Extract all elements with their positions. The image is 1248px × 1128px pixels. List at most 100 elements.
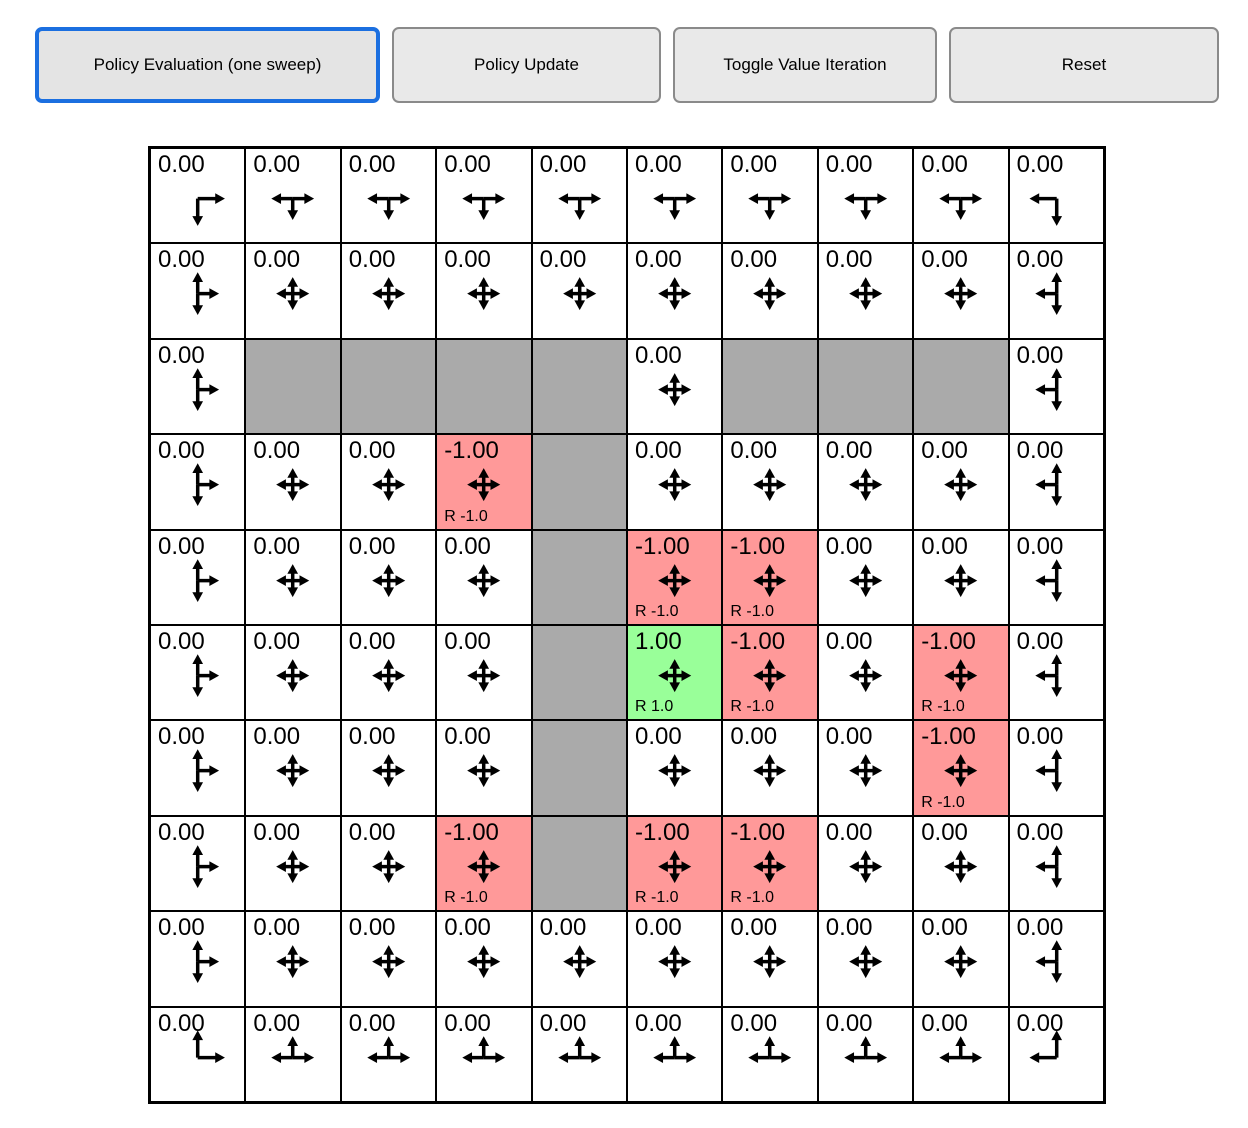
grid-cell-r7c0[interactable]: 0.00: [150, 815, 246, 912]
grid-cell-r0c7[interactable]: 0.00: [817, 148, 914, 244]
grid-cell-r0c4[interactable]: 0.00: [531, 148, 627, 244]
grid-cell-r0c0[interactable]: 0.00: [150, 148, 246, 244]
grid-cell-r7c2[interactable]: 0.00: [340, 815, 437, 912]
grid-cell-r4c5[interactable]: -1.00 R -1.0: [627, 529, 723, 625]
policy-evaluation-button[interactable]: Policy Evaluation (one sweep): [35, 27, 380, 103]
grid-cell-r4c7[interactable]: 0.00: [817, 529, 914, 625]
grid-cell-r1c3[interactable]: 0.00: [436, 243, 532, 339]
grid-cell-r1c8[interactable]: 0.00: [913, 243, 1009, 339]
grid-cell-r0c2[interactable]: 0.00: [340, 148, 437, 244]
grid-cell-r4c3[interactable]: 0.00: [436, 529, 532, 625]
grid-cell-r5c5[interactable]: 1.00 R 1.0: [627, 625, 723, 721]
toggle-value-iteration-button[interactable]: Toggle Value Iteration: [673, 27, 937, 103]
grid-cell-r7c9[interactable]: 0.00: [1008, 815, 1104, 912]
grid-cell-r0c9[interactable]: 0.00: [1008, 148, 1104, 244]
wall-cell-r2c3[interactable]: [436, 338, 532, 435]
grid-cell-r6c5[interactable]: 0.00: [627, 720, 723, 816]
reset-button[interactable]: Reset: [949, 27, 1219, 103]
grid-cell-r3c2[interactable]: 0.00: [340, 434, 437, 530]
grid-cell-r1c2[interactable]: 0.00: [340, 243, 437, 339]
grid-cell-r7c3[interactable]: -1.00 R -1.0: [436, 815, 532, 912]
wall-cell-r6c4[interactable]: [531, 720, 627, 816]
grid-cell-r5c6[interactable]: -1.00 R -1.0: [722, 625, 818, 721]
grid-cell-r1c6[interactable]: 0.00: [722, 243, 818, 339]
grid-cell-r3c6[interactable]: 0.00: [722, 434, 818, 530]
grid-cell-r2c5[interactable]: 0.00: [627, 338, 723, 435]
wall-cell-r2c4[interactable]: [531, 338, 627, 435]
grid-cell-r8c4[interactable]: 0.00: [531, 911, 627, 1007]
grid-cell-r6c8[interactable]: -1.00 R -1.0: [913, 720, 1009, 816]
grid-cell-r4c1[interactable]: 0.00: [245, 529, 341, 625]
grid-cell-r1c9[interactable]: 0.00: [1008, 243, 1104, 339]
grid-cell-r8c2[interactable]: 0.00: [340, 911, 437, 1007]
grid-cell-r4c0[interactable]: 0.00: [150, 529, 246, 625]
grid-cell-r8c1[interactable]: 0.00: [245, 911, 341, 1007]
grid-cell-r9c3[interactable]: 0.00: [436, 1006, 532, 1102]
grid-cell-r9c2[interactable]: 0.00: [340, 1006, 437, 1102]
grid-cell-r4c8[interactable]: 0.00: [913, 529, 1009, 625]
grid-cell-r8c0[interactable]: 0.00: [150, 911, 246, 1007]
grid-cell-r5c2[interactable]: 0.00: [340, 625, 437, 721]
grid-cell-r5c3[interactable]: 0.00: [436, 625, 532, 721]
wall-cell-r7c4[interactable]: [531, 815, 627, 912]
grid-cell-r9c8[interactable]: 0.00: [913, 1006, 1009, 1102]
grid-cell-r8c6[interactable]: 0.00: [722, 911, 818, 1007]
grid-cell-r6c0[interactable]: 0.00: [150, 720, 246, 816]
grid-cell-r7c8[interactable]: 0.00: [913, 815, 1009, 912]
grid-cell-r2c0[interactable]: 0.00: [150, 338, 246, 435]
wall-cell-r3c4[interactable]: [531, 434, 627, 530]
grid-cell-r6c1[interactable]: 0.00: [245, 720, 341, 816]
wall-cell-r2c8[interactable]: [913, 338, 1009, 435]
grid-cell-r3c9[interactable]: 0.00: [1008, 434, 1104, 530]
wall-cell-r5c4[interactable]: [531, 625, 627, 721]
grid-cell-r1c0[interactable]: 0.00: [150, 243, 246, 339]
grid-cell-r8c5[interactable]: 0.00: [627, 911, 723, 1007]
grid-cell-r9c4[interactable]: 0.00: [531, 1006, 627, 1102]
grid-cell-r9c1[interactable]: 0.00: [245, 1006, 341, 1102]
wall-cell-r2c1[interactable]: [245, 338, 341, 435]
grid-cell-r4c6[interactable]: -1.00 R -1.0: [722, 529, 818, 625]
grid-cell-r6c3[interactable]: 0.00: [436, 720, 532, 816]
wall-cell-r4c4[interactable]: [531, 529, 627, 625]
grid-cell-r4c9[interactable]: 0.00: [1008, 529, 1104, 625]
grid-cell-r0c3[interactable]: 0.00: [436, 148, 532, 244]
grid-cell-r4c2[interactable]: 0.00: [340, 529, 437, 625]
grid-cell-r6c6[interactable]: 0.00: [722, 720, 818, 816]
grid-cell-r0c1[interactable]: 0.00: [245, 148, 341, 244]
grid-cell-r6c7[interactable]: 0.00: [817, 720, 914, 816]
grid-cell-r9c6[interactable]: 0.00: [722, 1006, 818, 1102]
grid-cell-r7c7[interactable]: 0.00: [817, 815, 914, 912]
grid-cell-r7c6[interactable]: -1.00 R -1.0: [722, 815, 818, 912]
grid-cell-r5c0[interactable]: 0.00: [150, 625, 246, 721]
policy-update-button[interactable]: Policy Update: [392, 27, 661, 103]
grid-cell-r7c5[interactable]: -1.00 R -1.0: [627, 815, 723, 912]
wall-cell-r2c7[interactable]: [817, 338, 914, 435]
grid-cell-r8c7[interactable]: 0.00: [817, 911, 914, 1007]
grid-cell-r6c9[interactable]: 0.00: [1008, 720, 1104, 816]
grid-cell-r9c9[interactable]: 0.00: [1008, 1006, 1104, 1102]
grid-cell-r3c8[interactable]: 0.00: [913, 434, 1009, 530]
grid-cell-r3c7[interactable]: 0.00: [817, 434, 914, 530]
grid-cell-r8c3[interactable]: 0.00: [436, 911, 532, 1007]
grid-cell-r5c8[interactable]: -1.00 R -1.0: [913, 625, 1009, 721]
grid-cell-r9c5[interactable]: 0.00: [627, 1006, 723, 1102]
grid-cell-r2c9[interactable]: 0.00: [1008, 338, 1104, 435]
grid-cell-r3c0[interactable]: 0.00: [150, 434, 246, 530]
grid-cell-r0c6[interactable]: 0.00: [722, 148, 818, 244]
grid-cell-r1c4[interactable]: 0.00: [531, 243, 627, 339]
grid-cell-r0c8[interactable]: 0.00: [913, 148, 1009, 244]
grid-cell-r3c1[interactable]: 0.00: [245, 434, 341, 530]
wall-cell-r2c2[interactable]: [340, 338, 437, 435]
grid-cell-r7c1[interactable]: 0.00: [245, 815, 341, 912]
grid-cell-r0c5[interactable]: 0.00: [627, 148, 723, 244]
grid-cell-r5c9[interactable]: 0.00: [1008, 625, 1104, 721]
grid-cell-r9c0[interactable]: 0.00: [150, 1006, 246, 1102]
grid-cell-r5c1[interactable]: 0.00: [245, 625, 341, 721]
grid-cell-r3c5[interactable]: 0.00: [627, 434, 723, 530]
grid-cell-r5c7[interactable]: 0.00: [817, 625, 914, 721]
grid-cell-r8c9[interactable]: 0.00: [1008, 911, 1104, 1007]
grid-cell-r1c7[interactable]: 0.00: [817, 243, 914, 339]
grid-cell-r1c5[interactable]: 0.00: [627, 243, 723, 339]
grid-cell-r8c8[interactable]: 0.00: [913, 911, 1009, 1007]
grid-cell-r9c7[interactable]: 0.00: [817, 1006, 914, 1102]
